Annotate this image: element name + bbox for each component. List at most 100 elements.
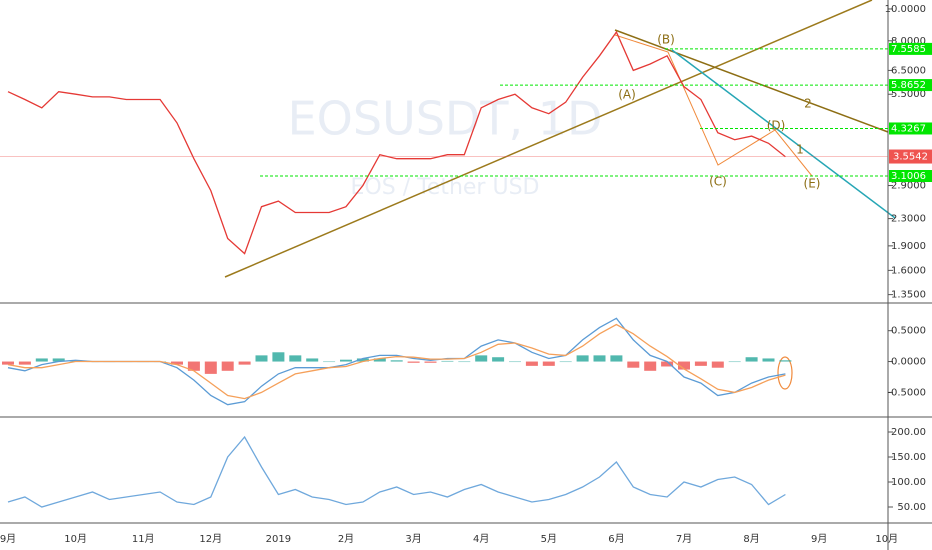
- series-line: [7, 435, 786, 508]
- highlight: [777, 356, 793, 390]
- histogram-bar: [18, 361, 31, 365]
- histogram-bar: [340, 359, 352, 362]
- y-tick-label: 6.5000: [891, 65, 926, 76]
- histogram-bar: [171, 361, 183, 365]
- histogram-bar: [661, 361, 674, 367]
- annotation: 1: [796, 143, 804, 157]
- y-tick-label: 2.3000: [891, 214, 926, 225]
- histogram-bar: [35, 358, 48, 362]
- price-level-label: 4.3267: [891, 123, 926, 134]
- price-level-tag: [889, 42, 932, 55]
- trend-line: [224, 0, 873, 278]
- series-line: [7, 30, 786, 255]
- trend-line: [671, 49, 896, 219]
- histogram-bar: [323, 361, 336, 363]
- histogram-bar: [255, 355, 268, 362]
- histogram-bar: [492, 357, 505, 362]
- histogram-bar: [356, 358, 369, 362]
- price-level-tag: [889, 122, 932, 135]
- price-level-label: 5.8652: [891, 80, 926, 91]
- annotation: 2: [804, 97, 812, 111]
- histogram-bar: [593, 355, 606, 362]
- annotation: (D): [767, 119, 786, 133]
- y-tick-label: 1.6000: [891, 265, 926, 276]
- histogram-bar: [272, 352, 285, 362]
- histogram-bar: [390, 360, 403, 362]
- price-level-tag: [889, 79, 932, 92]
- histogram-bar: [187, 361, 200, 371]
- histogram-bar: [458, 361, 471, 363]
- histogram-bar: [779, 360, 792, 362]
- y-tick-label: 5.5000: [891, 89, 926, 100]
- x-tick-label: 3月: [405, 533, 421, 545]
- histogram-bar: [728, 361, 741, 363]
- histogram-bar: [509, 361, 521, 363]
- x-tick-label: 12月: [199, 533, 222, 545]
- drawings: [224, 0, 896, 390]
- trend-line: [614, 29, 889, 133]
- x-tick-label: 9月: [811, 533, 827, 545]
- histogram-bar: [424, 361, 437, 363]
- x-tick-label: 6月: [608, 533, 624, 545]
- histogram-bar: [204, 361, 217, 374]
- histogram-bar: [238, 361, 251, 365]
- histogram-bar: [644, 361, 657, 371]
- current-price-tag: [889, 149, 932, 164]
- watermark-symbol: EOSUSDT, 1D: [288, 92, 603, 146]
- price-level-tag: [889, 170, 932, 183]
- histogram-bar: [610, 355, 623, 362]
- x-tick-label: 9月: [0, 533, 16, 545]
- x-tick-label: 10月: [875, 533, 898, 545]
- histogram-bar: [475, 355, 488, 362]
- annotation: (A): [618, 88, 636, 102]
- y-tick-label: 2.9000: [891, 181, 926, 192]
- watermark-name: EOS / Tether USD: [351, 175, 540, 200]
- histogram-bar: [542, 361, 555, 366]
- histogram-bar: [694, 361, 707, 366]
- histogram-bar: [559, 361, 572, 363]
- annotation: (B): [657, 33, 675, 47]
- histogram-bar: [745, 357, 758, 362]
- x-tick-label: 5月: [541, 533, 557, 545]
- x-tick-label: 8月: [743, 533, 759, 545]
- histogram-bar: [2, 361, 14, 365]
- price-level-label: 7.5585: [891, 44, 926, 55]
- x-tick-label: 11月: [132, 533, 155, 545]
- current-price-label: 3.5542: [893, 152, 928, 163]
- price-level-label: 3.1006: [891, 171, 926, 182]
- y-tick-label: 10.0000: [885, 4, 926, 15]
- histogram-bar: [289, 355, 302, 362]
- histogram-bar: [306, 358, 319, 362]
- y-tick-label: 0.0000: [891, 357, 926, 368]
- y-tick-label: 0.5000: [891, 326, 926, 337]
- x-tick-label: 2月: [338, 533, 354, 545]
- histogram-bar: [762, 358, 775, 362]
- series-line: [7, 323, 786, 400]
- y-tick-label: 200.00: [891, 427, 926, 438]
- x-tick-label: 10月: [64, 533, 87, 545]
- histogram-bar: [576, 355, 589, 362]
- histogram-bar: [52, 358, 65, 362]
- histogram-bar: [407, 361, 420, 363]
- y-tick-label: -0.5000: [887, 387, 926, 398]
- histogram-bar: [373, 358, 386, 362]
- histogram-bar: [627, 361, 640, 368]
- histogram-bar: [711, 361, 724, 368]
- x-tick-label: 4月: [473, 533, 489, 545]
- y-tick-label: 1.9000: [891, 241, 926, 252]
- wave-path: [614, 34, 813, 177]
- x-tick-label: 2019: [266, 534, 291, 545]
- y-tick-label: 1.3500: [891, 290, 926, 301]
- histogram-bar: [221, 361, 234, 371]
- y-tick-label: 150.00: [891, 452, 926, 463]
- x-tick-label: 7月: [676, 533, 692, 545]
- y-tick-label: 50.00: [897, 502, 926, 513]
- histogram-bar: [441, 360, 454, 362]
- histogram-bar: [678, 361, 690, 370]
- y-tick-label: 8.0000: [891, 36, 926, 47]
- annotation: (C): [709, 175, 727, 189]
- y-tick-label: 100.00: [891, 477, 926, 488]
- annotation: (E): [804, 177, 821, 191]
